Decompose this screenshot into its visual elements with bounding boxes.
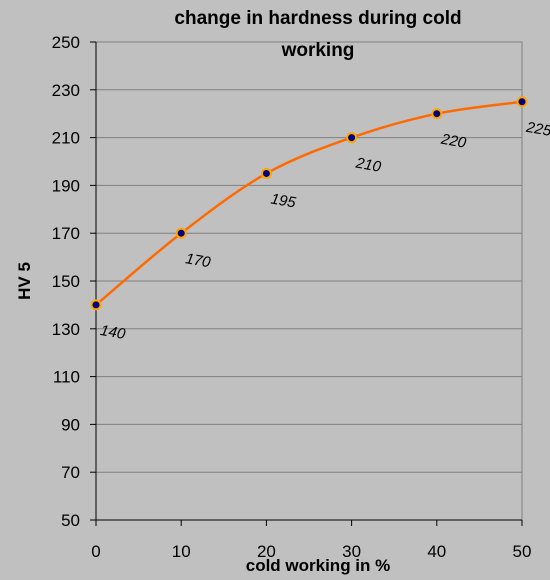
data-point (516, 96, 528, 108)
x-tick-label: 10 (172, 542, 191, 561)
data-label: 170 (184, 250, 212, 271)
data-point (90, 299, 102, 311)
y-tick-label: 150 (52, 272, 80, 291)
x-tick-label: 50 (513, 542, 532, 561)
data-label: 210 (354, 154, 383, 175)
data-label: 195 (269, 190, 297, 211)
data-point (346, 132, 358, 144)
y-tick-label: 170 (52, 224, 80, 243)
data-point (175, 227, 187, 239)
data-labels: 140 170 195 210 220 225 (99, 119, 550, 344)
y-tick-label: 230 (52, 81, 80, 100)
y-axis-label: HV 5 (15, 262, 34, 300)
y-tick-label: 130 (52, 320, 80, 339)
data-point (260, 167, 272, 179)
data-label: 220 (439, 131, 468, 152)
x-axis-label: cold working in % (246, 556, 391, 575)
data-label: 225 (524, 119, 550, 140)
series-hardness (90, 96, 528, 311)
chart-title-line-2: working (281, 40, 355, 61)
data-label: 140 (99, 322, 127, 343)
x-tick-label: 0 (91, 542, 100, 561)
x-tick-label: 40 (427, 542, 446, 561)
y-tick-label: 210 (52, 129, 80, 148)
x-tick-label: 20 (257, 542, 276, 561)
y-tick-label: 50 (61, 511, 80, 530)
y-tick-label: 90 (61, 415, 80, 434)
y-tick-label: 190 (52, 176, 80, 195)
x-axis-ticks: 0 10 20 30 40 50 (91, 519, 532, 561)
data-point (431, 108, 443, 120)
y-tick-label: 110 (53, 368, 80, 387)
y-tick-label: 250 (52, 33, 80, 52)
y-tick-label: 70 (61, 463, 80, 482)
chart-title-line-1: change in hardness during cold (174, 8, 461, 29)
x-tick-label: 30 (342, 542, 361, 561)
y-axis-ticks: 50 70 90 110 130 150 170 190 210 230 250 (52, 33, 97, 530)
series-line (95, 100, 523, 306)
